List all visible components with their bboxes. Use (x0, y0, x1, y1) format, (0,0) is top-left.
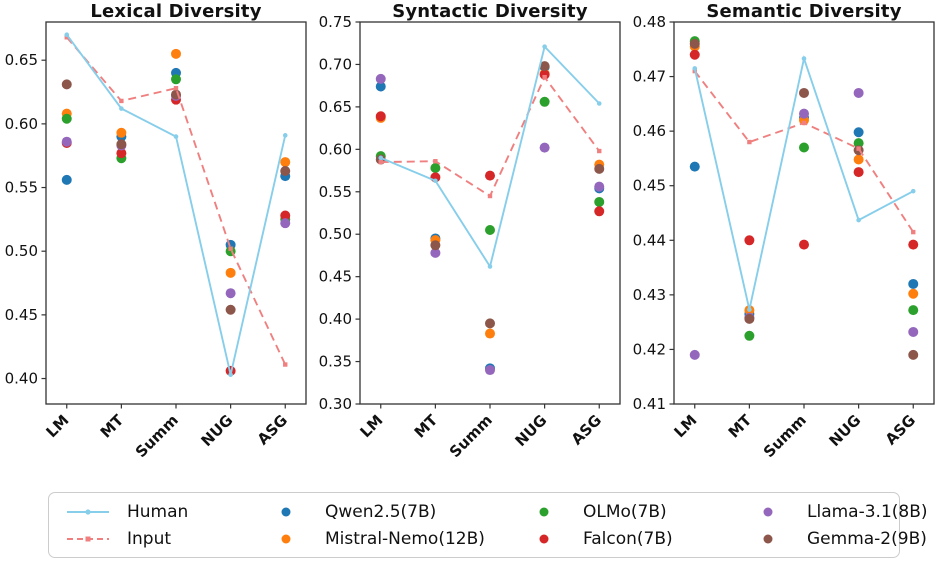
legend-marker-input-line-icon (65, 532, 111, 546)
legend-item: Mistral-Nemo(12B) (263, 525, 521, 552)
svg-text:0.41: 0.41 (633, 395, 666, 413)
svg-text:0.48: 0.48 (633, 13, 666, 31)
chart-semantic-diversity: Semantic Diversity 0.41 0.42 0.43 0.44 0.45 0… (628, 0, 942, 462)
chart-title: Semantic Diversity (706, 1, 902, 22)
svg-text:NUG: NUG (826, 411, 865, 450)
legend-item: Qwen2.5(7B) (263, 498, 521, 525)
svg-text:0.75: 0.75 (319, 13, 352, 31)
legend-label: Llama-3.1(8B) (807, 501, 928, 522)
charts-row: Lexical Diversity 0.40 0.45 0.50 0.55 0.60 0.… (0, 0, 942, 462)
svg-text:0.55: 0.55 (5, 179, 38, 197)
svg-text:NUG: NUG (512, 411, 551, 450)
svg-text:ASG: ASG (568, 411, 605, 448)
chart-title: Syntactic Diversity (392, 1, 588, 22)
legend-item: Input (65, 525, 263, 552)
svg-text:0.42: 0.42 (633, 340, 666, 358)
svg-text:0.65: 0.65 (319, 98, 352, 116)
svg-text:0.45: 0.45 (5, 306, 38, 324)
svg-text:0.50: 0.50 (319, 225, 352, 243)
svg-text:0.47: 0.47 (633, 68, 666, 86)
legend-label: Gemma-2(9B) (807, 528, 927, 549)
legend-marker-llama-dot-icon (745, 505, 791, 519)
svg-text:ASG: ASG (254, 411, 291, 448)
svg-text:Summ: Summ (446, 411, 496, 461)
svg-text:0.40: 0.40 (319, 310, 352, 328)
legend: Human Qwen2.5(7B) OLMo(7B) Llama-3.1(8B)… (48, 492, 928, 558)
chart-plot-area: 0.40 0.45 0.50 0.55 0.60 0.65 LM MT Summ NUG ASG (0, 0, 314, 462)
svg-text:LM: LM (43, 411, 73, 441)
svg-text:LM: LM (357, 411, 387, 441)
legend-marker-olmo-dot-icon (521, 505, 567, 519)
svg-text:0.60: 0.60 (5, 115, 38, 133)
chart-title: Lexical Diversity (90, 1, 262, 22)
legend-label: OLMo(7B) (583, 501, 667, 522)
svg-text:0.46: 0.46 (633, 122, 666, 140)
legend-label: Human (127, 501, 189, 522)
legend-item: Gemma-2(9B) (745, 525, 928, 552)
svg-text:0.55: 0.55 (319, 183, 352, 201)
legend-label: Mistral-Nemo(12B) (325, 528, 485, 549)
legend-item: Human (65, 498, 263, 525)
legend-item: OLMo(7B) (521, 498, 745, 525)
svg-text:MT: MT (97, 411, 128, 442)
legend-item: Llama-3.1(8B) (745, 498, 928, 525)
legend-marker-falcon-dot-icon (521, 532, 567, 546)
svg-text:0.40: 0.40 (5, 370, 38, 388)
chart-plot-area: 0.41 0.42 0.43 0.44 0.45 0.46 0.47 0.48 LM MT Summ… (628, 0, 942, 462)
svg-text:0.35: 0.35 (319, 353, 352, 371)
legend-marker-qwen-dot-icon (263, 505, 309, 519)
legend-label: Input (127, 528, 172, 549)
legend-marker-mistral-dot-icon (263, 532, 309, 546)
svg-text:0.50: 0.50 (5, 242, 38, 260)
svg-text:Summ: Summ (132, 411, 182, 461)
svg-text:0.45: 0.45 (319, 268, 352, 286)
svg-text:LM: LM (671, 411, 701, 441)
svg-text:0.43: 0.43 (633, 286, 666, 304)
legend-item: Falcon(7B) (521, 525, 745, 552)
svg-text:MT: MT (725, 411, 756, 442)
svg-text:NUG: NUG (198, 411, 237, 450)
svg-text:0.30: 0.30 (319, 395, 352, 413)
svg-text:Summ: Summ (760, 411, 810, 461)
legend-marker-gemma-dot-icon (745, 532, 791, 546)
svg-text:0.44: 0.44 (633, 231, 666, 249)
chart-lexical-diversity: Lexical Diversity 0.40 0.45 0.50 0.55 0.60 0.… (0, 0, 314, 462)
legend-label: Falcon(7B) (583, 528, 673, 549)
svg-text:0.65: 0.65 (5, 51, 38, 69)
legend-marker-human-line-icon (65, 505, 111, 519)
chart-syntactic-diversity: Syntactic Diversity 0.30 0.35 0.40 0.45 0.50… (314, 0, 628, 462)
svg-text:MT: MT (411, 411, 442, 442)
legend-label: Qwen2.5(7B) (325, 501, 437, 522)
svg-text:0.70: 0.70 (319, 55, 352, 73)
svg-text:ASG: ASG (882, 411, 919, 448)
chart-plot-area: 0.30 0.35 0.40 0.45 0.50 0.55 0.60 0.65 0.70 0.75… (314, 0, 628, 462)
svg-text:0.45: 0.45 (633, 177, 666, 195)
svg-text:0.60: 0.60 (319, 140, 352, 158)
